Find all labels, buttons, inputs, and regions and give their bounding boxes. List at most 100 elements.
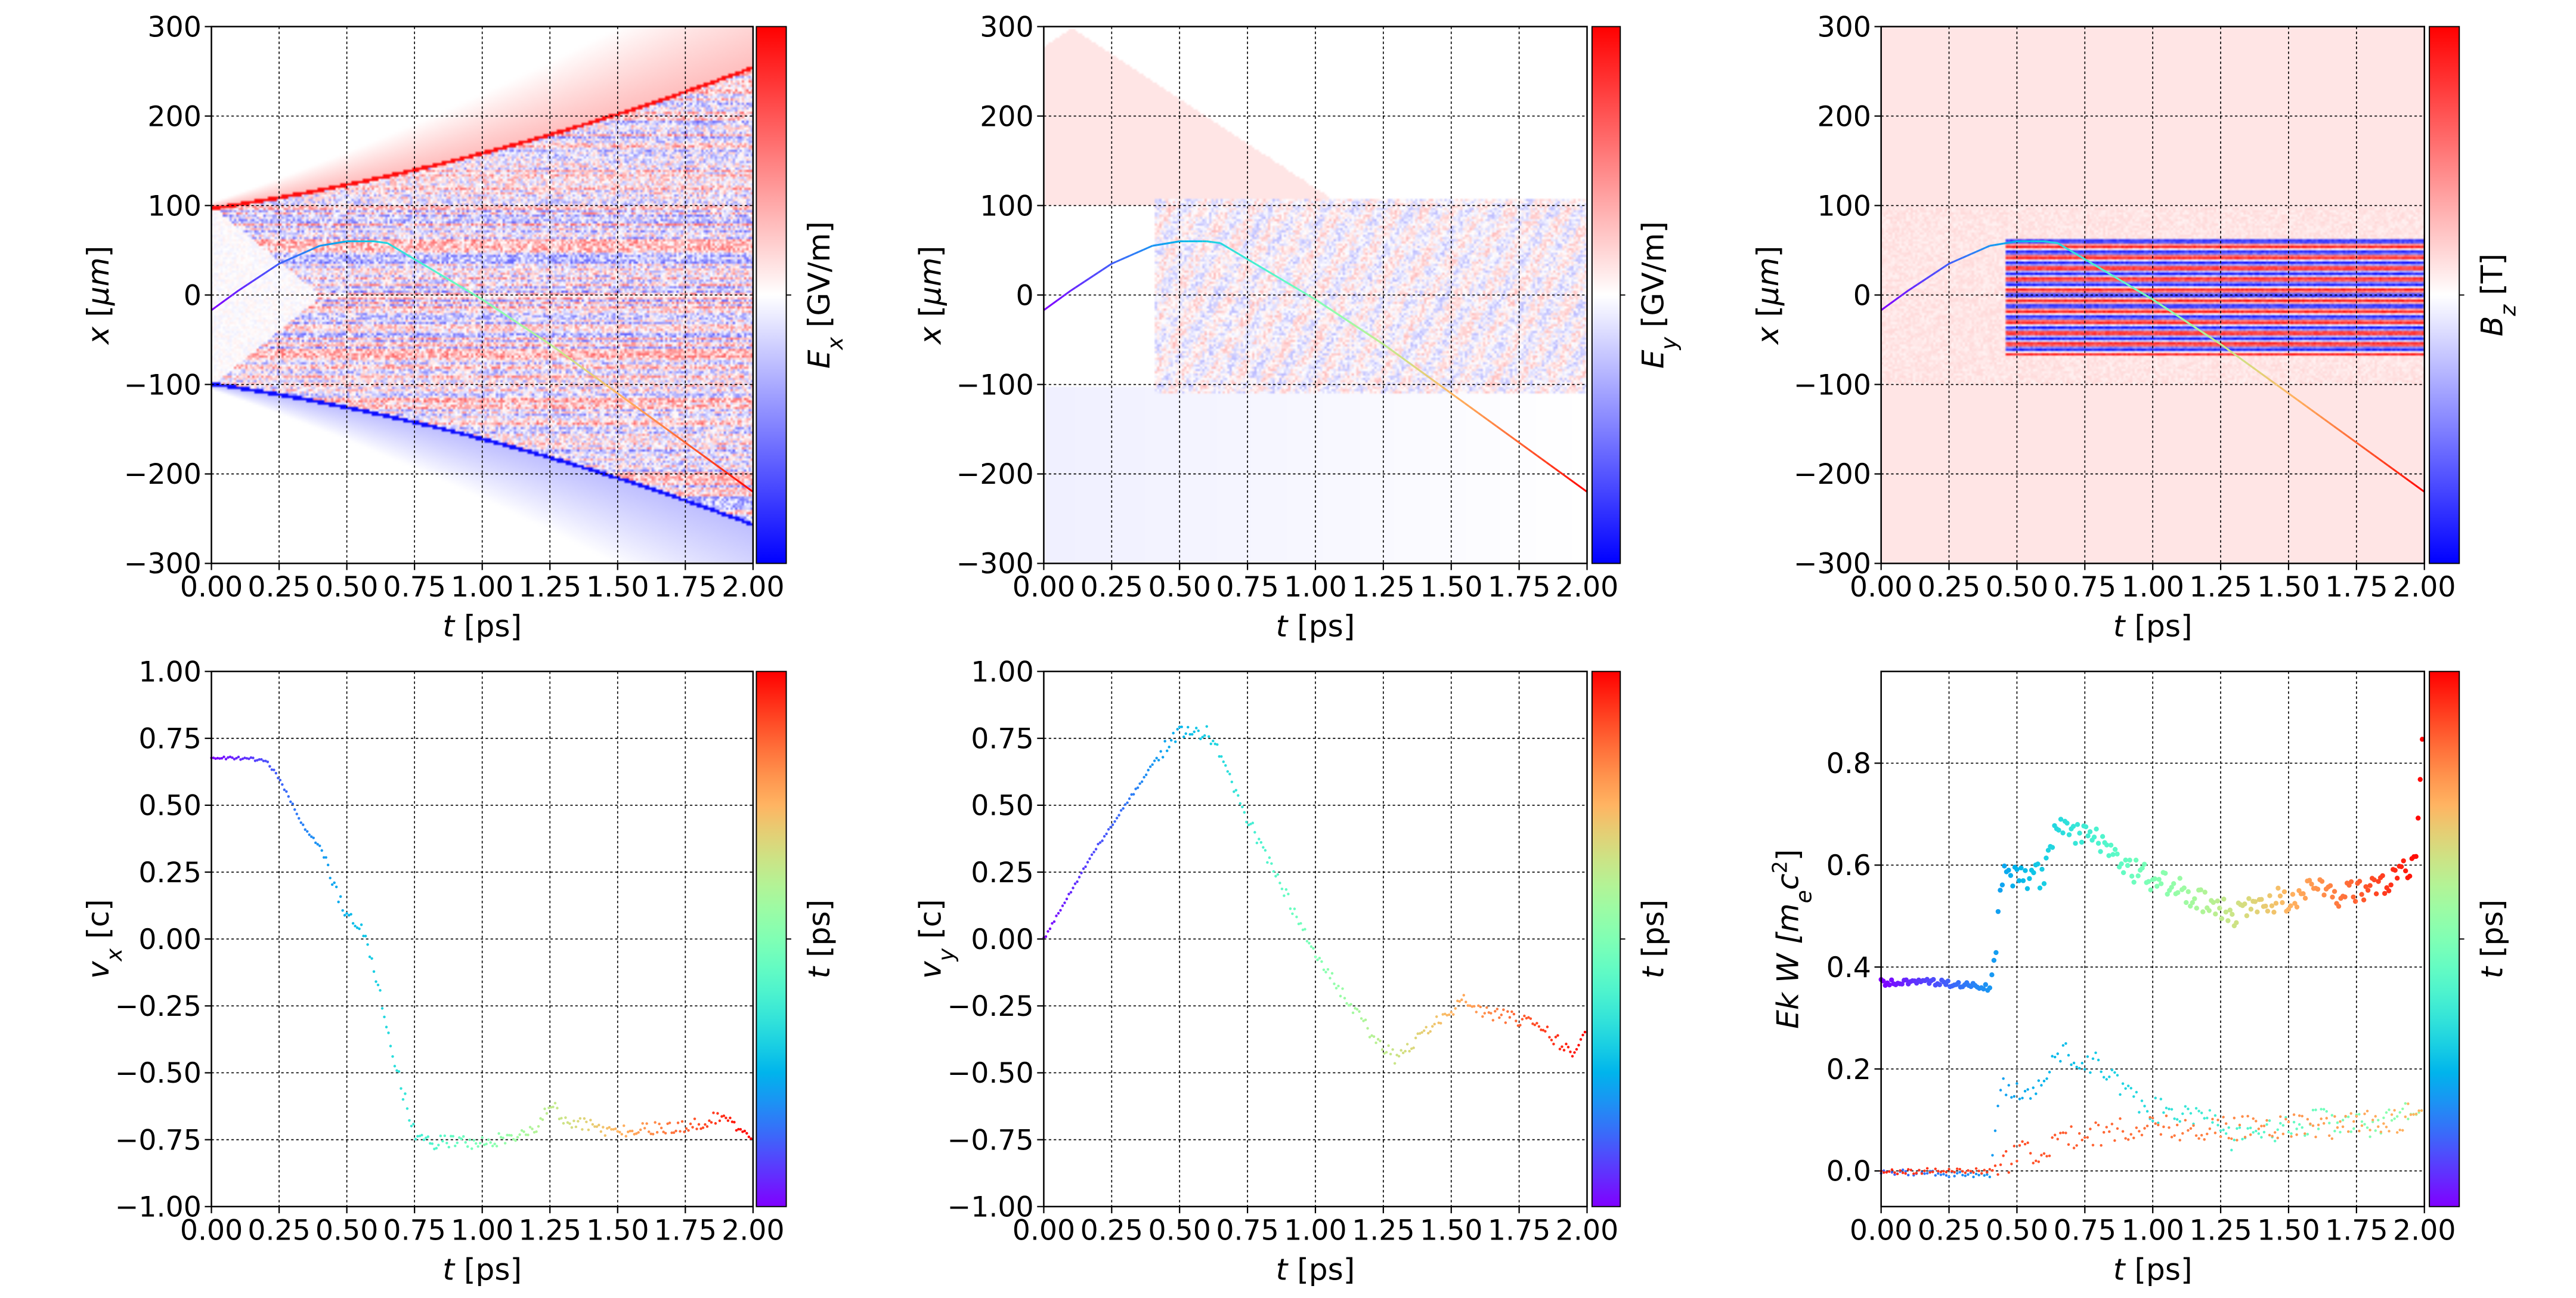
data-point [2095,840,2101,846]
x-tick-label: 0.25 [1080,571,1143,604]
data-point [1974,1167,1978,1170]
trajectory-segment [2057,242,2063,247]
y-tick-label: 0.50 [138,790,201,823]
data-point [1425,1025,1428,1029]
data-point [2230,911,2235,917]
data-point [1977,1169,1980,1173]
data-point [1939,1173,1943,1176]
y-tick-label: −200 [956,458,1034,491]
data-point [1168,746,1171,749]
data-point [2244,913,2250,919]
trajectory-segment [2134,288,2140,292]
data-point [1157,759,1160,762]
data-point [1915,1172,1918,1175]
data-point [2219,1129,2222,1132]
x-tick-label: 0.25 [1918,571,1980,604]
data-point [1276,873,1280,876]
data-point [1226,770,1230,773]
data-point [1397,1055,1401,1058]
trajectory-segment [1219,242,1225,247]
data-point [2268,1119,2271,1122]
data-point [2059,1132,2062,1135]
trajectory-segment [1939,265,1945,271]
data-point [1358,1010,1361,1013]
data-point [672,1131,676,1135]
data-point [2023,1090,2027,1093]
trajectory-segment [702,455,709,460]
trajectory-segment [2229,350,2235,355]
data-point [685,1127,688,1130]
data-point [2206,1117,2209,1120]
data-point [1437,1021,1440,1024]
data-point [2151,1119,2154,1123]
data-point [1435,1015,1438,1018]
data-point [1955,1172,1959,1175]
colorbar-label: Ex [GV/m] [801,221,848,369]
trajectory-segment [2419,487,2425,493]
trajectory-segment [748,487,754,493]
data-point [1986,1173,1989,1176]
data-point [2072,1146,2076,1149]
data-point [577,1120,580,1123]
data-point [2294,904,2300,910]
data-point [2325,1117,2328,1120]
data-point [1401,1051,1405,1055]
data-point [2042,1152,2046,1155]
data-point [2148,887,2153,892]
data-point [2053,1133,2057,1136]
data-point [2175,1118,2179,1121]
trajectory-segment [2084,258,2090,263]
x-tick-label: 1.00 [451,1214,513,1247]
data-point [2314,1135,2317,1139]
data-point [295,812,299,815]
x-tick-label: 2.00 [1556,1214,1618,1247]
trajectory-segment [1324,304,1330,310]
data-point [2067,1053,2070,1057]
data-point [2287,1120,2290,1124]
data-point [2080,1138,2083,1142]
data-point [2265,1119,2268,1122]
data-point [335,885,338,889]
data-point [2366,1126,2369,1129]
data-point [699,1127,702,1130]
data-point [2407,1117,2410,1121]
data-point [2393,1117,2396,1120]
trajectory-segment [2333,425,2339,431]
trajectory-segment [2247,363,2253,368]
data-point [1945,978,1950,984]
y-tick-label: −1.00 [115,1191,202,1223]
trajectory-segment [1247,258,1253,263]
trajectory-segment [2070,250,2076,255]
data-point [1934,1174,1937,1177]
trajectory-segment [2346,435,2353,440]
trajectory-segment [2125,282,2131,287]
data-point [489,1141,492,1144]
data-point [1983,1169,1986,1172]
data-point [2087,829,2093,835]
data-point [2341,1118,2345,1122]
data-point [1072,886,1075,889]
data-point [1552,1043,1555,1046]
subplot-5: 0.00 0.25 0.50 0.75 1.00 1.25 1.50 1.75 2.00−1.0… [913,656,1671,1287]
data-point [1193,730,1196,734]
trajectory-segment [2188,322,2194,327]
data-point [404,1092,407,1095]
data-point [1525,1016,1528,1020]
label-part: t [1276,608,1289,644]
colorbar [756,670,787,1207]
data-point [2039,867,2045,872]
trajectory-segment [436,271,442,276]
trajectory-segment [1559,471,1565,477]
data-point [680,1120,684,1123]
trajectory-segment [2274,382,2280,388]
data-point [2233,1117,2236,1120]
trajectory-segment [2401,474,2407,480]
data-point [2227,907,2233,913]
data-point [1360,1017,1363,1020]
trajectory-segment [1948,261,1954,265]
trajectory-segment [1129,252,1135,257]
data-point [2361,897,2367,903]
trajectory-segment [1546,461,1552,466]
data-point [2061,1131,2065,1135]
trajectory-segment [414,258,420,263]
